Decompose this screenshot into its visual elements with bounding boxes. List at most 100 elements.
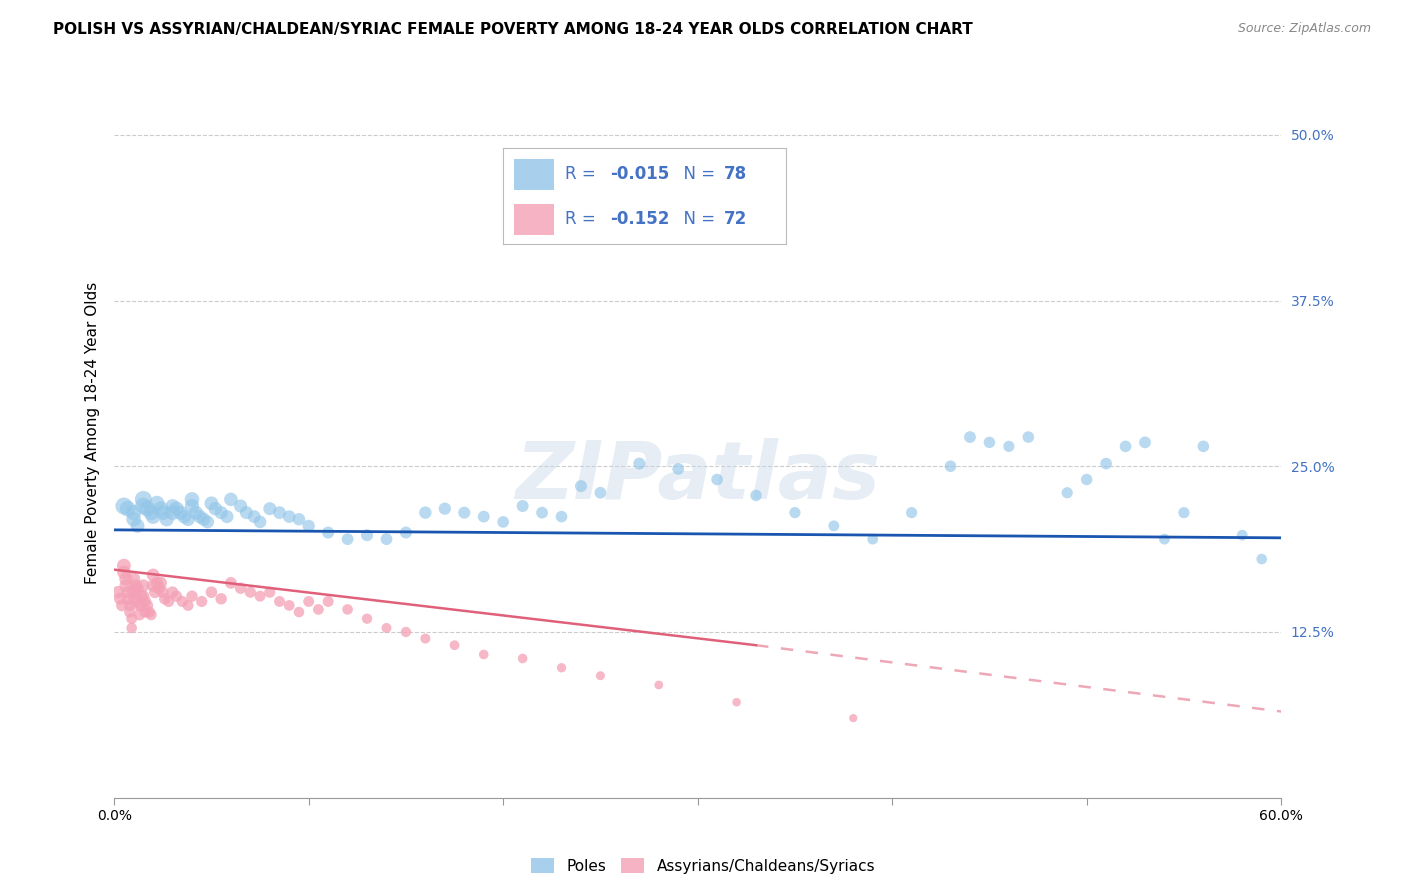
Point xyxy=(316,525,339,540)
FancyBboxPatch shape xyxy=(515,204,554,235)
Point xyxy=(181,499,204,513)
Point xyxy=(862,532,884,546)
Point xyxy=(112,558,135,573)
Text: 78: 78 xyxy=(724,165,747,183)
Point xyxy=(122,506,145,520)
Point xyxy=(142,568,165,582)
Point xyxy=(249,515,271,529)
Point xyxy=(278,509,301,524)
Point xyxy=(181,589,204,603)
FancyBboxPatch shape xyxy=(515,159,554,190)
Point xyxy=(124,585,146,599)
Point xyxy=(235,506,257,520)
Point xyxy=(278,599,301,613)
Point xyxy=(197,515,219,529)
Point xyxy=(415,632,437,646)
Point xyxy=(336,532,359,546)
Text: N =: N = xyxy=(672,211,720,228)
Point xyxy=(589,669,612,683)
Point xyxy=(1056,485,1078,500)
Point xyxy=(1232,528,1254,542)
Point xyxy=(900,506,922,520)
Text: R =: R = xyxy=(565,165,600,183)
Point xyxy=(127,519,149,533)
Text: N =: N = xyxy=(672,165,720,183)
Point xyxy=(745,488,768,502)
Point xyxy=(842,711,865,725)
Point xyxy=(131,599,153,613)
Point xyxy=(1133,435,1156,450)
Point xyxy=(512,651,534,665)
Point xyxy=(239,585,262,599)
Point xyxy=(122,572,145,586)
Point xyxy=(153,591,176,606)
Point xyxy=(648,678,671,692)
Text: -0.152: -0.152 xyxy=(610,211,669,228)
Point xyxy=(472,509,495,524)
Point xyxy=(115,578,138,592)
Point xyxy=(783,506,806,520)
Point xyxy=(121,612,143,626)
Point xyxy=(298,519,321,533)
Point xyxy=(375,532,398,546)
Point xyxy=(939,459,962,474)
Point xyxy=(589,485,612,500)
Point xyxy=(531,506,554,520)
Point xyxy=(316,594,339,608)
Text: POLISH VS ASSYRIAN/CHALDEAN/SYRIAC FEMALE POVERTY AMONG 18-24 YEAR OLDS CORRELAT: POLISH VS ASSYRIAN/CHALDEAN/SYRIAC FEMAL… xyxy=(53,22,973,37)
Point xyxy=(959,430,981,444)
Point xyxy=(1192,439,1215,453)
Point xyxy=(131,589,153,603)
Point xyxy=(288,512,311,526)
Point xyxy=(157,594,180,608)
Point xyxy=(112,566,135,580)
Point xyxy=(1095,457,1118,471)
Point xyxy=(152,585,174,599)
Point xyxy=(492,515,515,529)
Point xyxy=(132,492,155,507)
Point xyxy=(117,501,139,516)
Text: R =: R = xyxy=(565,211,600,228)
Point xyxy=(356,528,378,542)
Point xyxy=(132,589,155,603)
Point xyxy=(219,575,242,590)
Point xyxy=(121,621,143,635)
Point xyxy=(117,591,139,606)
Point xyxy=(243,509,266,524)
Point xyxy=(142,509,165,524)
Point xyxy=(1115,439,1137,453)
Point xyxy=(107,585,129,599)
Point xyxy=(136,599,159,613)
Point xyxy=(146,575,169,590)
Point xyxy=(190,594,212,608)
Point xyxy=(138,605,160,619)
Point xyxy=(139,506,162,520)
Point xyxy=(142,578,165,592)
Point xyxy=(823,519,845,533)
Point xyxy=(162,585,184,599)
Point xyxy=(177,599,200,613)
Point xyxy=(229,581,252,595)
Point xyxy=(725,695,748,709)
Point xyxy=(162,506,184,520)
Point xyxy=(124,578,146,592)
Point xyxy=(122,512,145,526)
Point xyxy=(122,594,145,608)
Point xyxy=(108,591,131,606)
Point xyxy=(1153,532,1175,546)
Point xyxy=(1017,430,1039,444)
Point xyxy=(628,457,651,471)
Point xyxy=(269,506,291,520)
Point xyxy=(215,509,238,524)
Point xyxy=(209,506,232,520)
Point xyxy=(162,499,184,513)
Point xyxy=(375,621,398,635)
Point xyxy=(512,499,534,513)
Point xyxy=(569,479,592,493)
Point xyxy=(550,661,572,675)
Text: ZIPatlas: ZIPatlas xyxy=(515,438,880,516)
Point xyxy=(149,501,172,516)
Point xyxy=(165,501,187,516)
Point xyxy=(443,638,465,652)
Text: -0.015: -0.015 xyxy=(610,165,669,183)
